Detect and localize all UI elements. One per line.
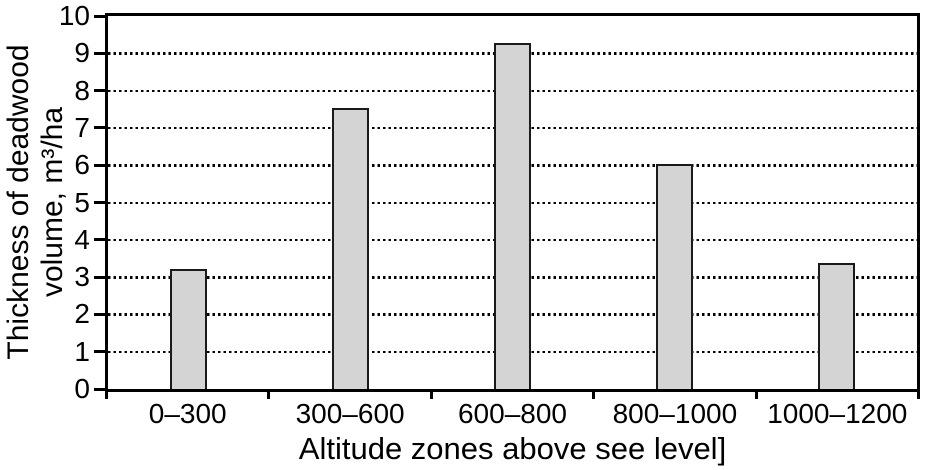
y-tick-8: [94, 89, 105, 93]
y-tick-2: [94, 312, 105, 316]
y-tick-4: [94, 238, 105, 242]
y-tick-label-0: 0: [74, 373, 90, 404]
y-tick-3: [94, 275, 105, 279]
y-tick-label-4: 4: [74, 223, 90, 255]
bar-1000–1200: [817, 263, 855, 389]
y-tick-label-1: 1: [74, 335, 90, 367]
y-tick-label-5: 5: [74, 186, 90, 218]
y-tick-label-10: 10: [58, 0, 90, 31]
bar-300–600: [332, 108, 370, 389]
x-category-label-300–600: 300–600: [295, 398, 405, 429]
x-tick-2: [429, 389, 433, 399]
y-tick-label-6: 6: [74, 149, 90, 181]
bar-800–1000: [655, 164, 693, 389]
x-tick-1: [267, 389, 271, 399]
x-tick-4: [754, 389, 758, 399]
y-tick-6: [94, 163, 105, 167]
x-category-label-1000–1200: 1000–1200: [767, 398, 908, 429]
x-tick-0: [105, 389, 108, 399]
y-tick-label-9: 9: [74, 37, 90, 69]
x-tick-3: [592, 389, 596, 399]
y-tick-7: [94, 126, 105, 130]
plot-area: [105, 13, 920, 392]
x-tick-5: [917, 389, 920, 399]
bar-0–300: [170, 268, 208, 389]
y-tick-label-7: 7: [74, 111, 90, 143]
y-tick-9: [94, 51, 105, 55]
y-tick-0: [94, 387, 105, 391]
y-tick-5: [94, 201, 105, 204]
y-tick-label-2: 2: [74, 298, 90, 330]
y-tick-1: [94, 350, 105, 354]
x-category-label-800–1000: 800–1000: [612, 398, 738, 429]
y-tick-10: [94, 14, 105, 18]
y-tick-label-8: 8: [74, 74, 90, 106]
bar-600–800: [494, 42, 531, 389]
x-axis-title: Altitude zones above see level]: [298, 431, 727, 466]
x-category-label-0–300: 0–300: [148, 398, 227, 429]
y-tick-label-3: 3: [74, 261, 90, 293]
x-category-label-600–800: 600–800: [457, 398, 567, 429]
